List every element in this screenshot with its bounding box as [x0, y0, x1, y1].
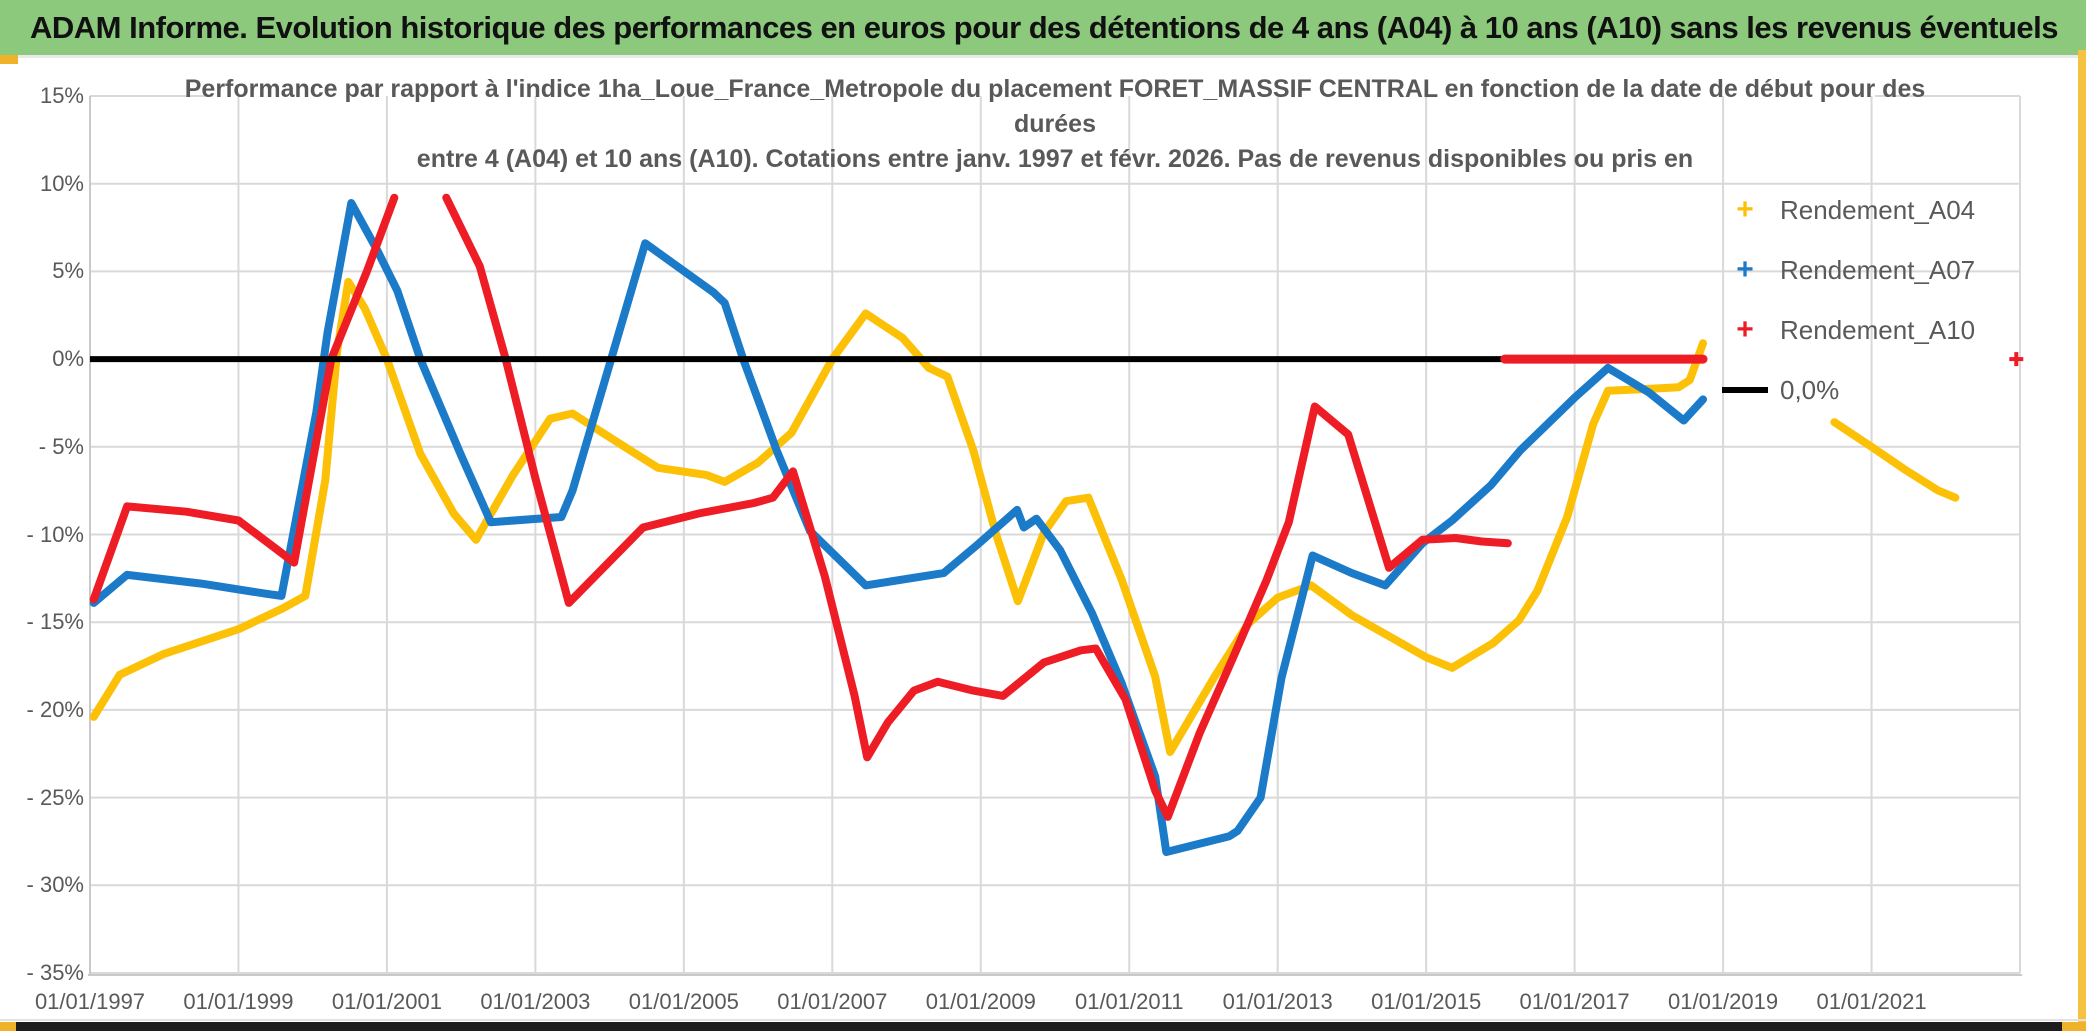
- chart-title-line2: durées: [1014, 110, 1096, 138]
- x-axis-label: 01/01/2009: [925, 989, 1036, 1014]
- chart-title: Performance par rapport à l'indice 1ha_L…: [90, 72, 2020, 177]
- x-axis-label: 01/01/2011: [1074, 989, 1184, 1014]
- legend-line-marker-icon: [1722, 387, 1768, 393]
- y-axis-label: 5%: [52, 258, 84, 284]
- x-axis-label: 01/01/2017: [1519, 989, 1630, 1014]
- orange-corner-bottom-right: [2062, 1022, 2086, 1031]
- y-axis-label: 15%: [39, 83, 84, 108]
- y-axis-label: 0%: [52, 346, 84, 372]
- chart-legend: + Rendement_A04 + Rendement_A07 + Rendement_A…: [1722, 180, 2062, 420]
- x-axis-label: 01/01/2019: [1668, 989, 1779, 1014]
- legend-label: Rendement_A04: [1780, 194, 1976, 225]
- legend-plus-marker-icon: +: [1736, 313, 1754, 346]
- x-axis-label: 01/01/1997: [34, 989, 146, 1014]
- chart-title-line3: entre 4 (A04) et 10 ans (A10). Cotations…: [416, 145, 1694, 173]
- banner-divider: [0, 55, 2086, 58]
- bottom-black-bar: [16, 1022, 2062, 1031]
- y-axis-label: - 10%: [26, 521, 84, 547]
- x-axis-label: 01/01/1999: [183, 989, 294, 1014]
- legend-label: Rendement_A07: [1780, 254, 1976, 285]
- series-rendement-a10: [442, 193, 1512, 821]
- y-axis-label: - 25%: [26, 784, 84, 810]
- series-rendement-a07: [89, 199, 1707, 856]
- legend-item: + Rendement_A10: [1722, 300, 2062, 360]
- legend-plus-marker-icon: +: [1736, 253, 1754, 286]
- x-axis-label: 01/01/2001: [331, 989, 442, 1014]
- legend-item: 0,0%: [1722, 360, 2062, 420]
- x-axis-label: 01/01/2015: [1371, 989, 1482, 1014]
- x-axis-label: 01/01/2007: [777, 989, 888, 1014]
- y-axis-label: - 30%: [26, 872, 84, 898]
- orange-corner-tab-top-left: [0, 55, 18, 64]
- y-axis-label: - 35%: [26, 960, 84, 985]
- legend-label: Rendement_A10: [1780, 314, 1976, 345]
- series-rendement-a10: [89, 193, 399, 604]
- orange-corner-bottom-left: [0, 1022, 16, 1031]
- x-axis-label: 01/01/2013: [1222, 989, 1333, 1014]
- series-rendement-a04: [1830, 418, 1960, 502]
- y-axis-label: - 5%: [38, 433, 84, 459]
- x-axis-label: 01/01/2003: [480, 989, 591, 1014]
- legend-label: 0,0%: [1780, 374, 1840, 405]
- page-banner: ADAM Informe. Evolution historique des p…: [0, 0, 2086, 55]
- bottom-divider: [0, 1019, 2086, 1021]
- legend-plus-marker-icon: +: [1736, 193, 1754, 226]
- legend-item: + Rendement_A07: [1722, 240, 2062, 300]
- y-axis-label: - 15%: [26, 609, 84, 635]
- x-axis-label: 01/01/2005: [628, 989, 739, 1014]
- legend-item: + Rendement_A04: [1722, 180, 2062, 240]
- y-axis-label: - 20%: [26, 696, 84, 722]
- y-axis-label: 10%: [39, 170, 84, 196]
- series-rendement-a04: [89, 277, 1707, 756]
- x-axis-label: 01/01/2021: [1816, 989, 1927, 1014]
- page-banner-title: ADAM Informe. Evolution historique des p…: [30, 9, 2059, 45]
- chart-title-line1: Performance par rapport à l'indice 1ha_L…: [184, 75, 1926, 103]
- yellow-right-border: [2078, 50, 2086, 1031]
